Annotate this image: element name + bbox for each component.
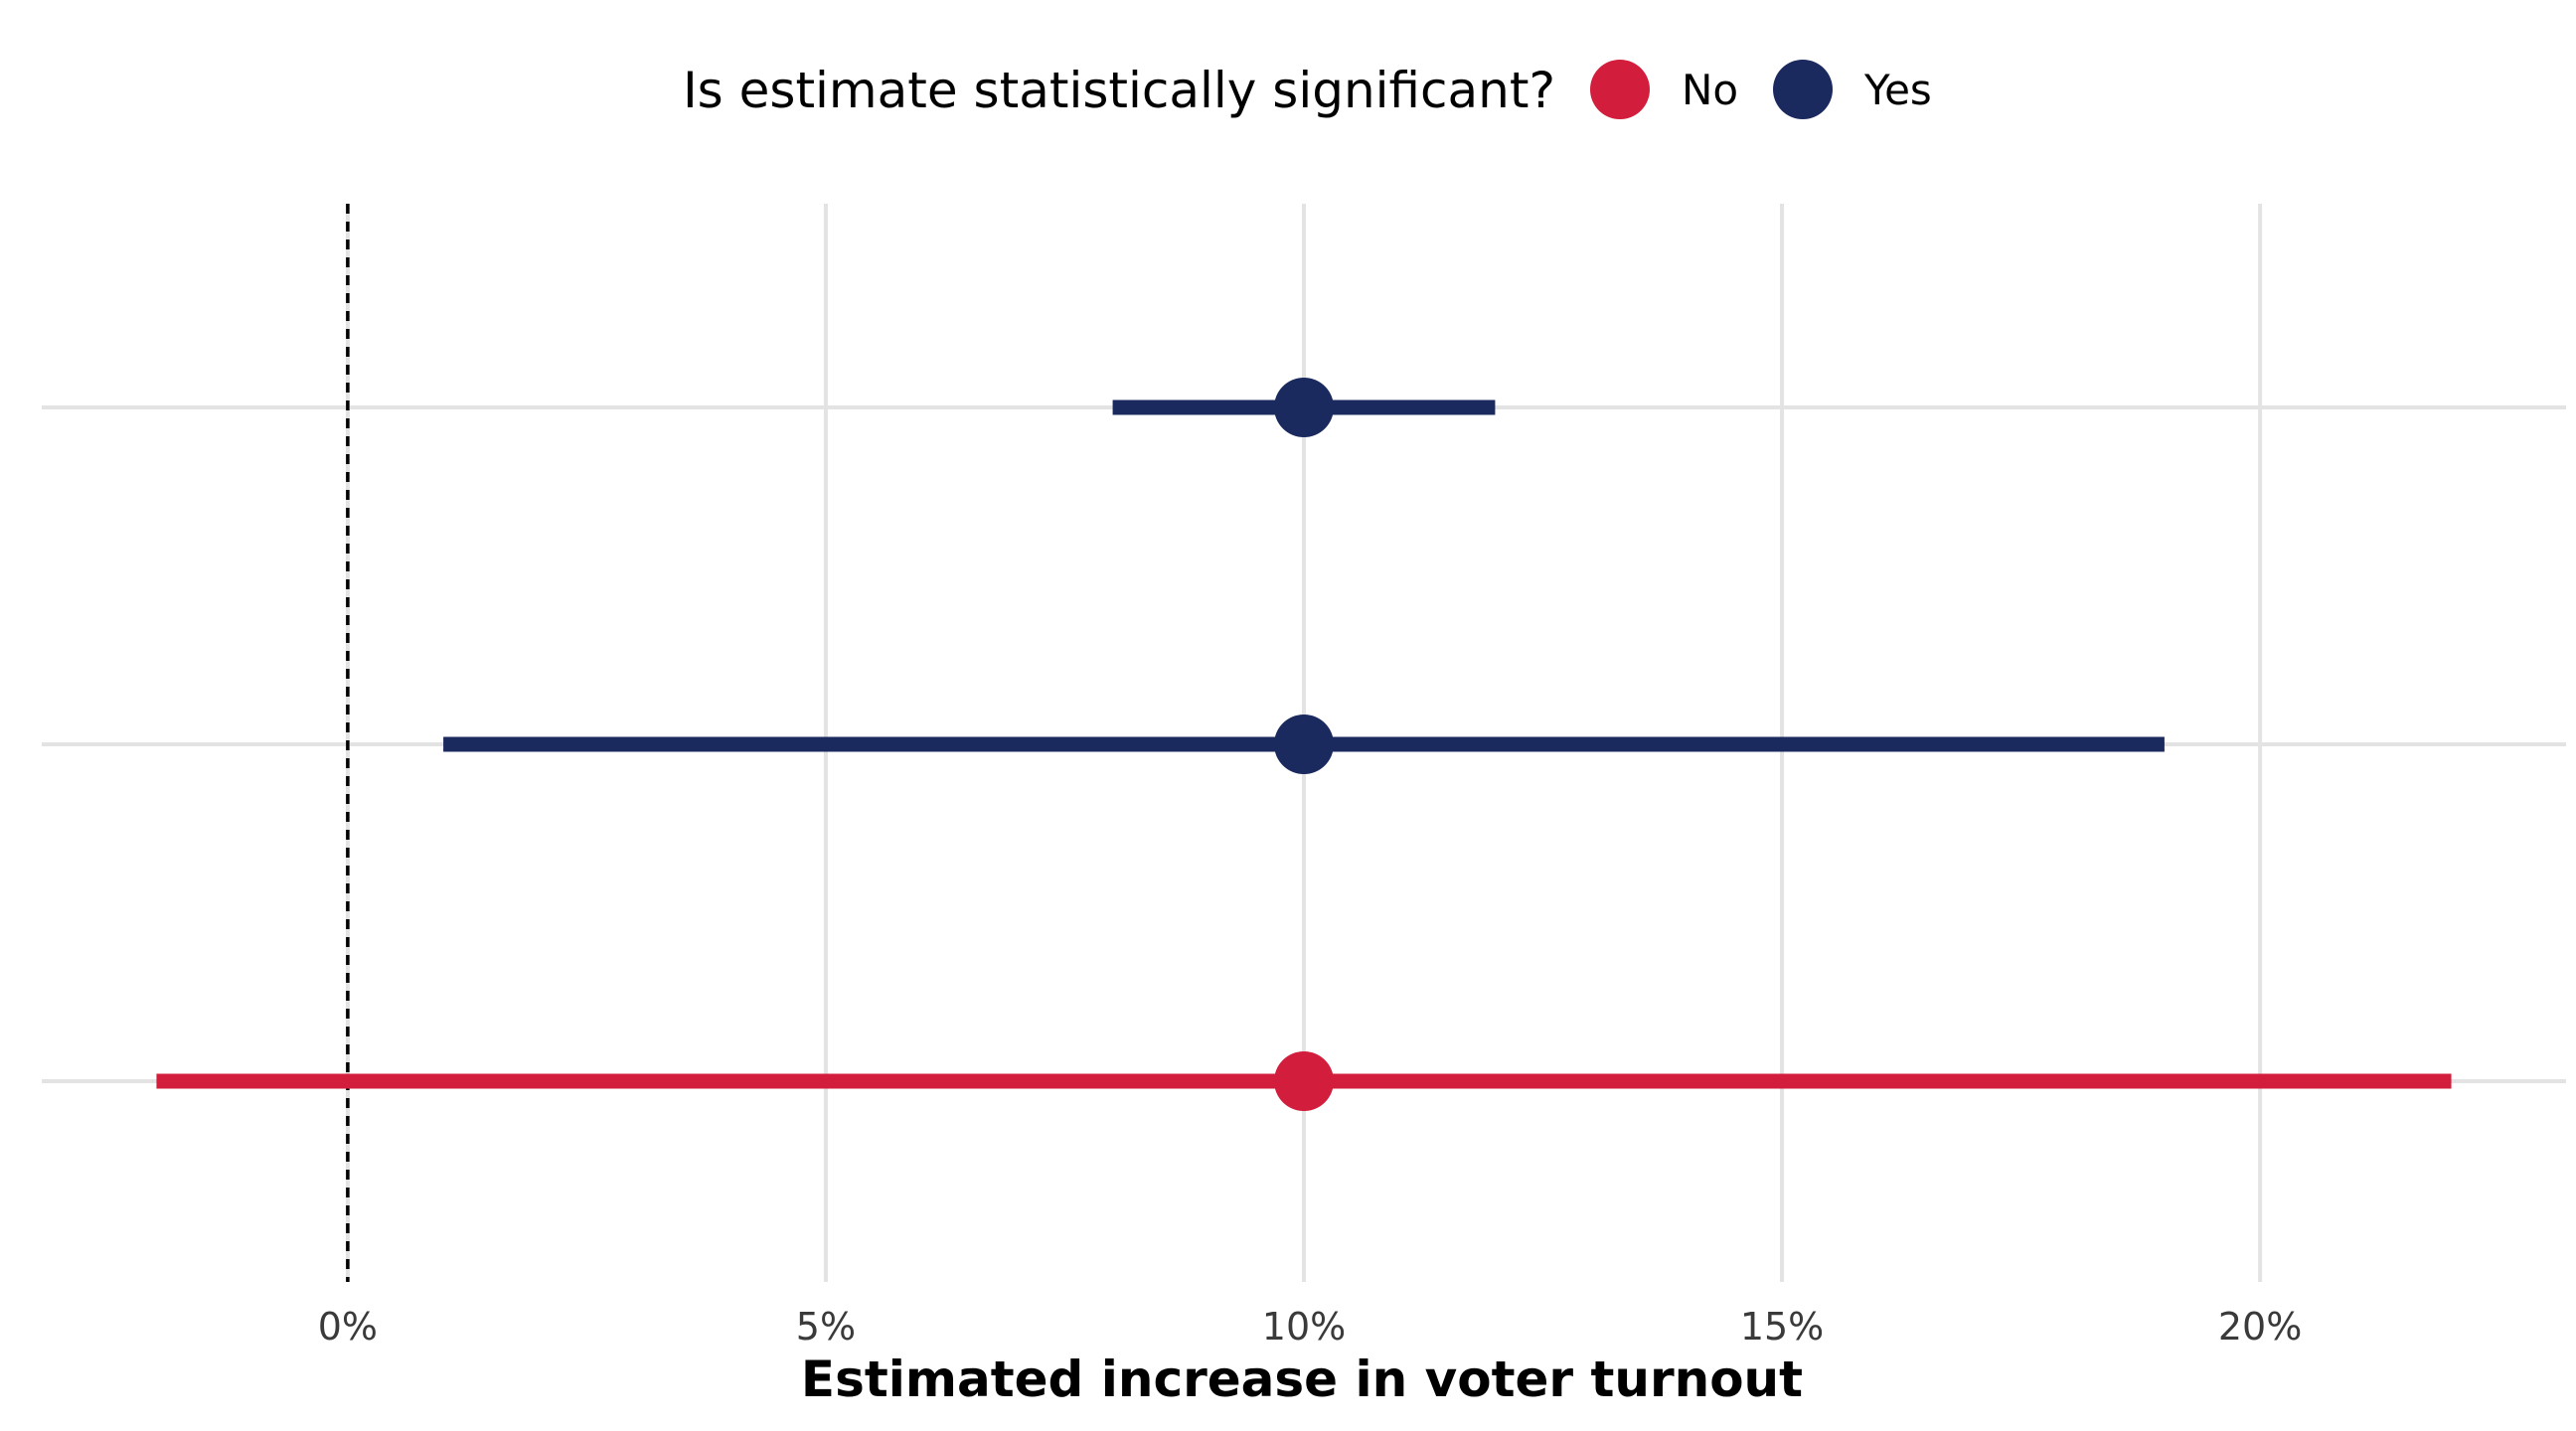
point-estimate-2: [1274, 1051, 1334, 1111]
x-tick-label: 15%: [1740, 1305, 1824, 1349]
point-estimates: [1274, 378, 1334, 1111]
legend-label-yes: Yes: [1863, 66, 1932, 114]
x-axis-title: Estimated increase in voter turnout: [801, 1351, 1803, 1408]
legend: Is estimate statistically significant? N…: [683, 60, 1932, 119]
x-tick-label: 10%: [1262, 1305, 1346, 1349]
legend-swatch-yes: [1773, 60, 1833, 119]
x-axis-tick-labels: 0% 5% 10% 15% 20%: [318, 1305, 2303, 1349]
x-tick-label: 20%: [2218, 1305, 2302, 1349]
point-estimate-1: [1274, 715, 1334, 774]
point-estimate-0: [1274, 378, 1334, 437]
legend-swatch-no: [1590, 60, 1650, 119]
legend-label-no: No: [1682, 66, 1738, 114]
legend-title: Is estimate statistically significant?: [683, 62, 1555, 119]
x-tick-label: 5%: [796, 1305, 856, 1349]
x-tick-label: 0%: [318, 1305, 378, 1349]
